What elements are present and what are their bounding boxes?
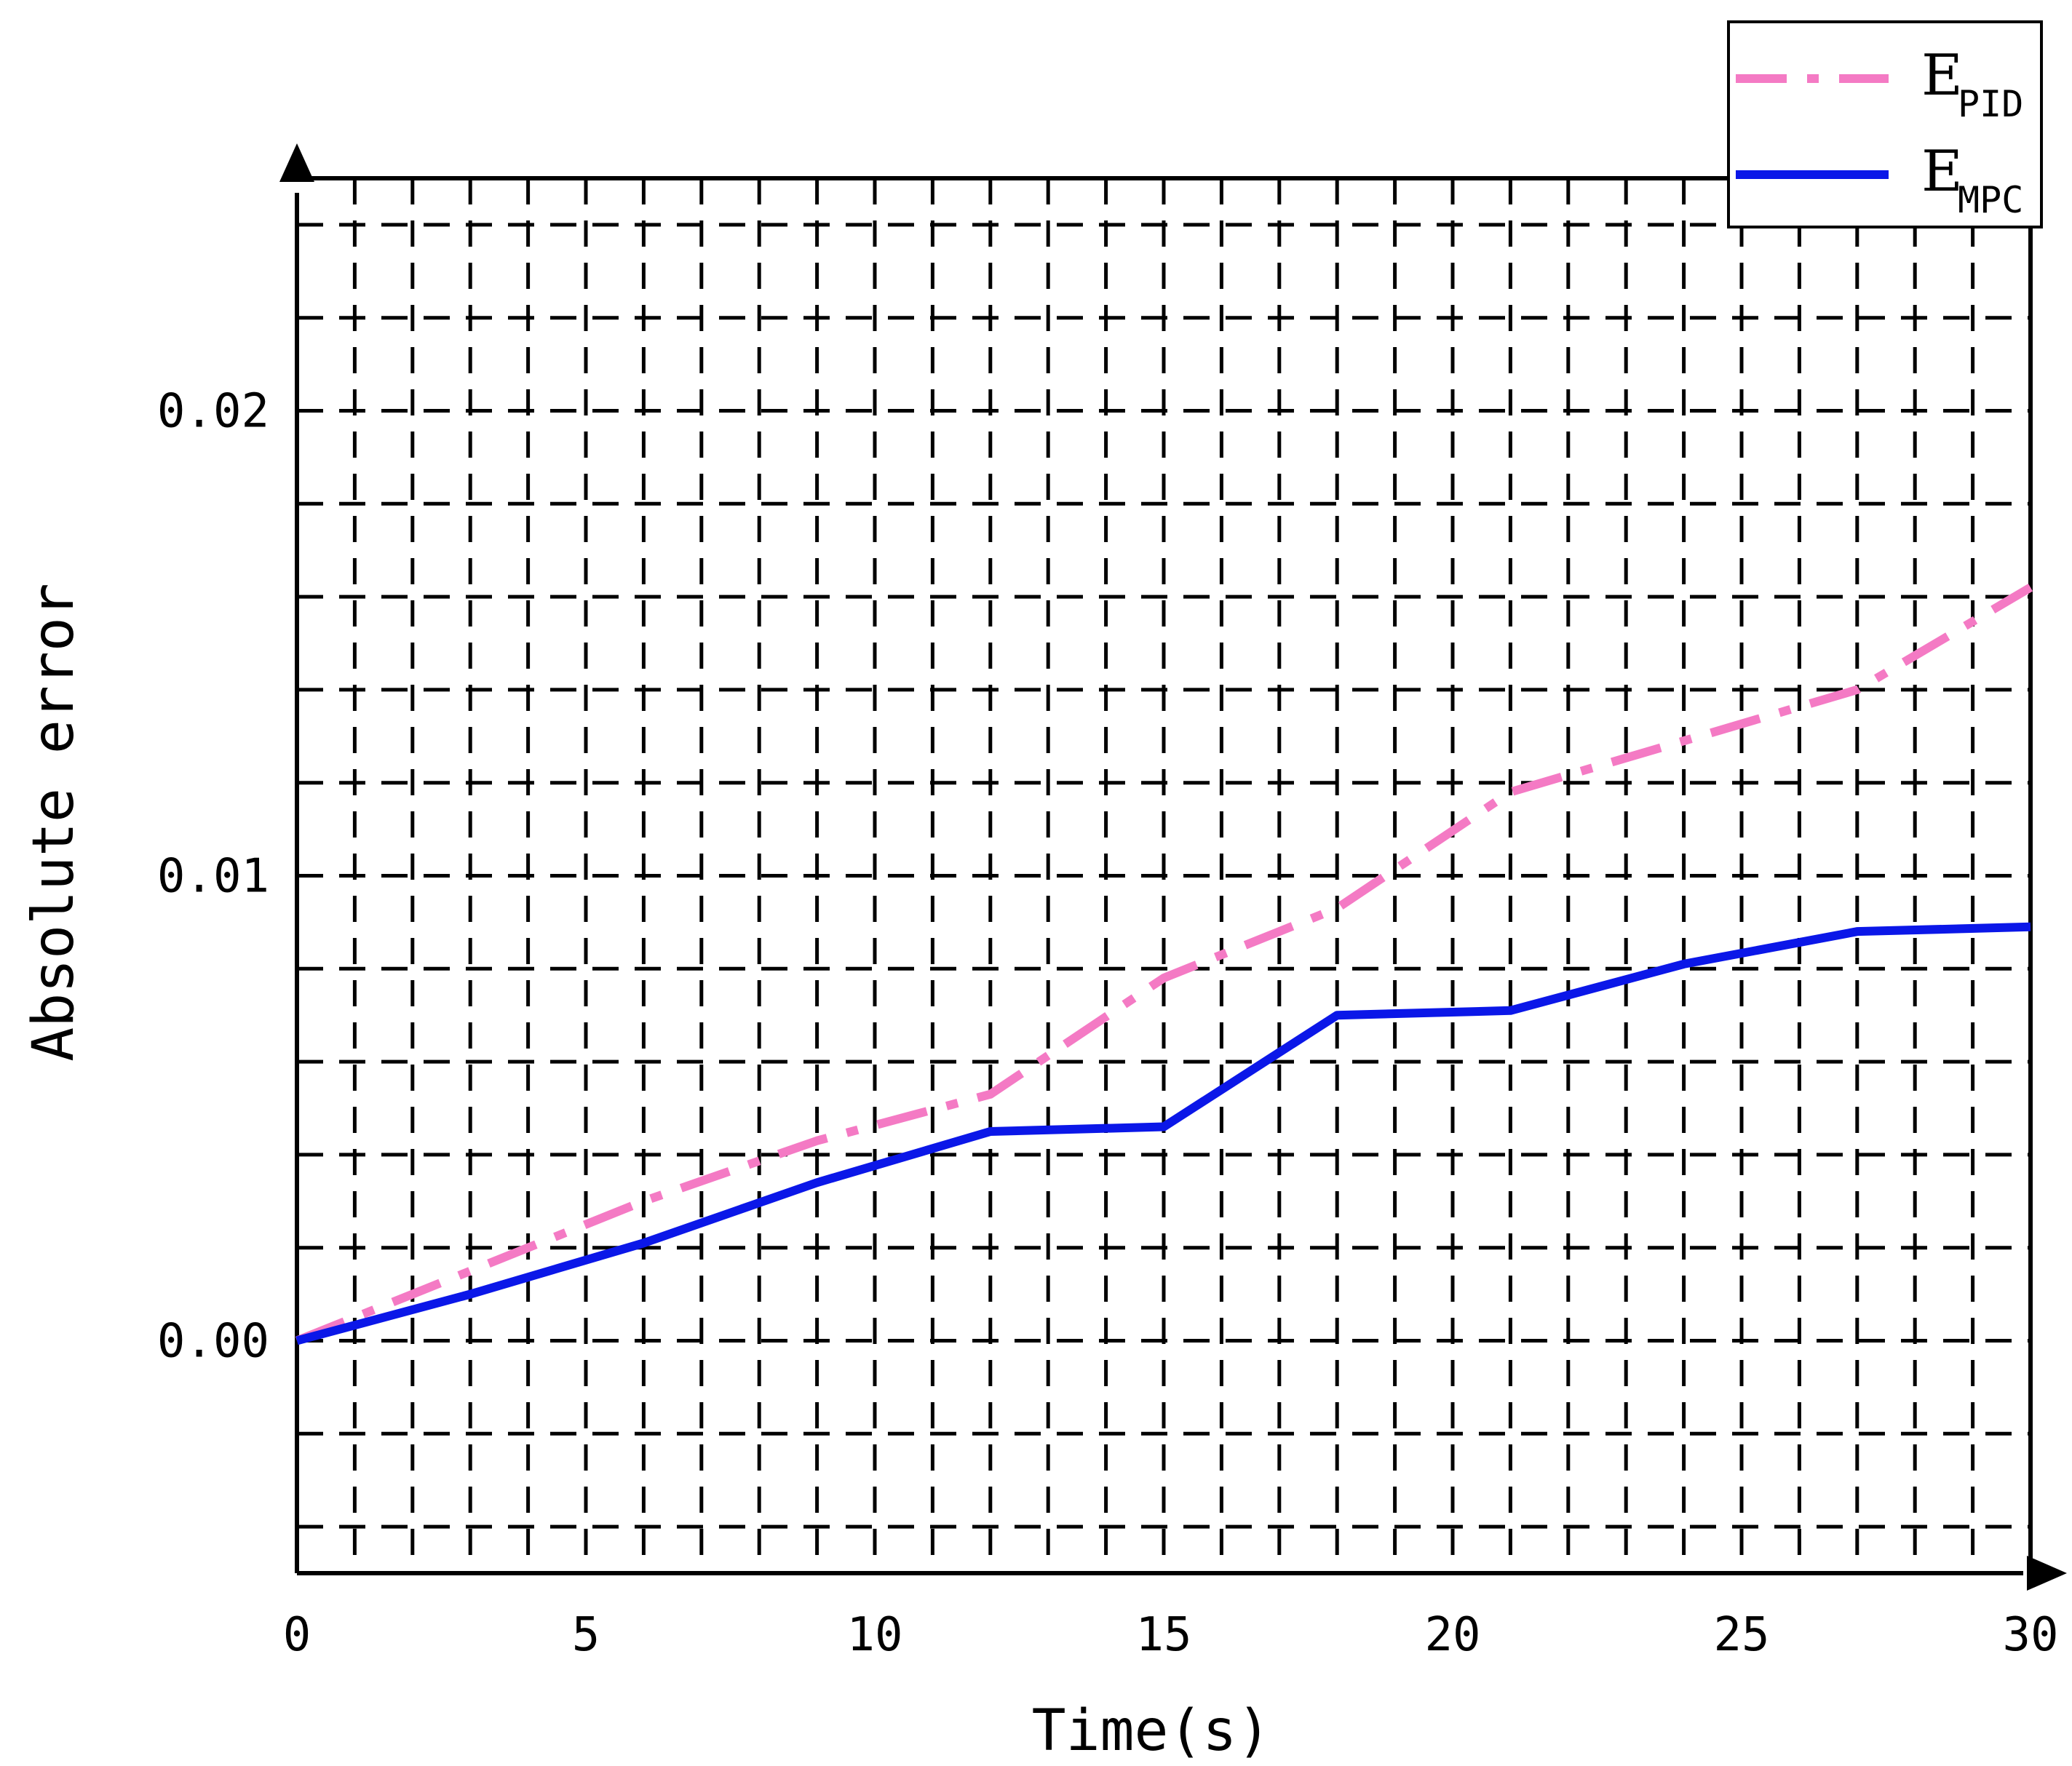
y-axis-arrow: [279, 143, 314, 182]
series-line-mpc: [295, 922, 2031, 1345]
legend-label-sub-pid: PID: [1958, 83, 2023, 125]
legend-box: [1727, 20, 2043, 228]
tick-labels: 0 5 10 15 20 25 30 0.00 0.01 0.02: [157, 385, 2059, 1663]
series-line-pid: [295, 584, 2033, 1345]
x-tick-label: 30: [2002, 1608, 2058, 1662]
y-tick-label: 0.01: [157, 850, 269, 904]
x-tick-label: 25: [1713, 1608, 1769, 1662]
legend-label-sub-mpc: MPC: [1958, 179, 2023, 221]
legend-label-mpc: E: [1921, 139, 1963, 204]
legend-label-pid: E: [1921, 43, 1963, 108]
x-tick-label: 15: [1135, 1608, 1191, 1662]
x-axis-arrow: [2027, 1556, 2067, 1591]
x-tick-label: 10: [846, 1608, 902, 1662]
x-tick-label: 20: [1424, 1608, 1480, 1662]
x-tick-label: 0: [283, 1608, 311, 1662]
y-tick-label: 0.02: [157, 385, 269, 439]
axes: [279, 143, 2067, 1591]
y-tick-label: 0.00: [157, 1315, 269, 1369]
x-axis-title: Time(s): [1032, 1698, 1271, 1764]
grid: [297, 178, 2031, 1573]
series: [295, 584, 2033, 1345]
x-tick-label: 5: [572, 1608, 600, 1662]
y-axis-title: Absolute error: [21, 583, 87, 1061]
